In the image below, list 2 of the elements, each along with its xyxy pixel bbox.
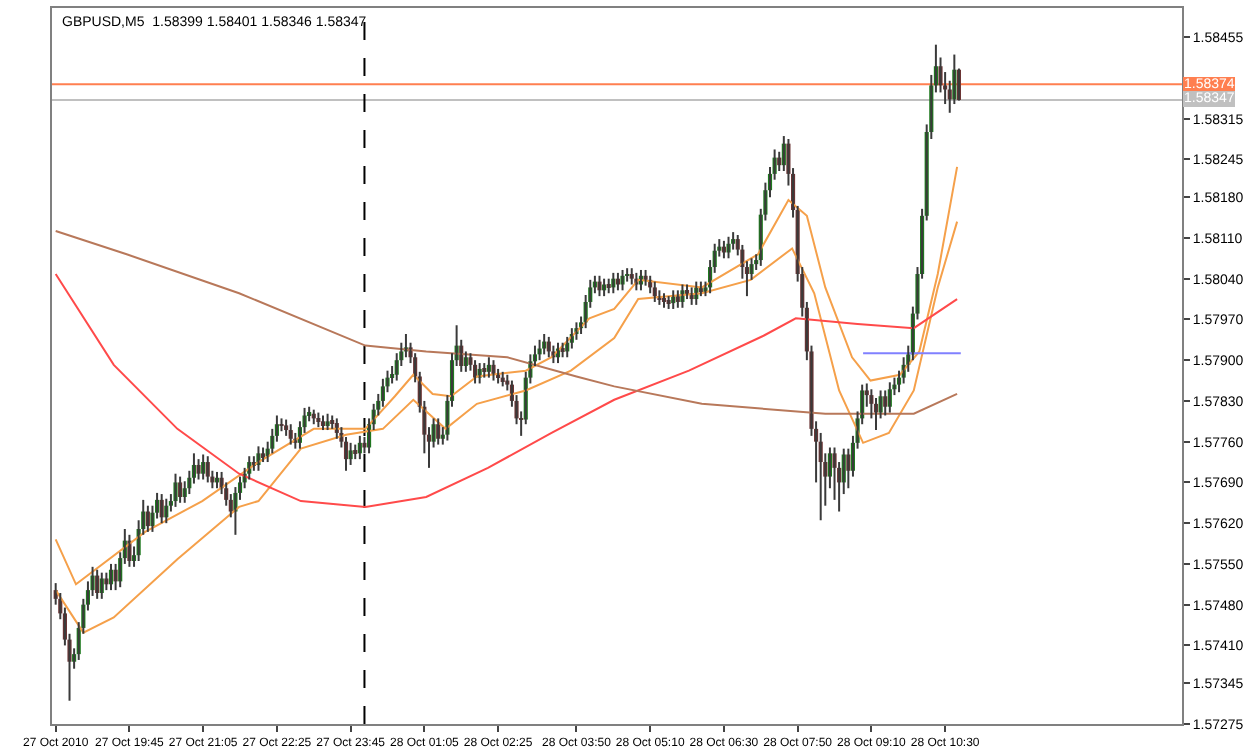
line-series xyxy=(54,229,959,415)
line-series xyxy=(54,273,959,508)
